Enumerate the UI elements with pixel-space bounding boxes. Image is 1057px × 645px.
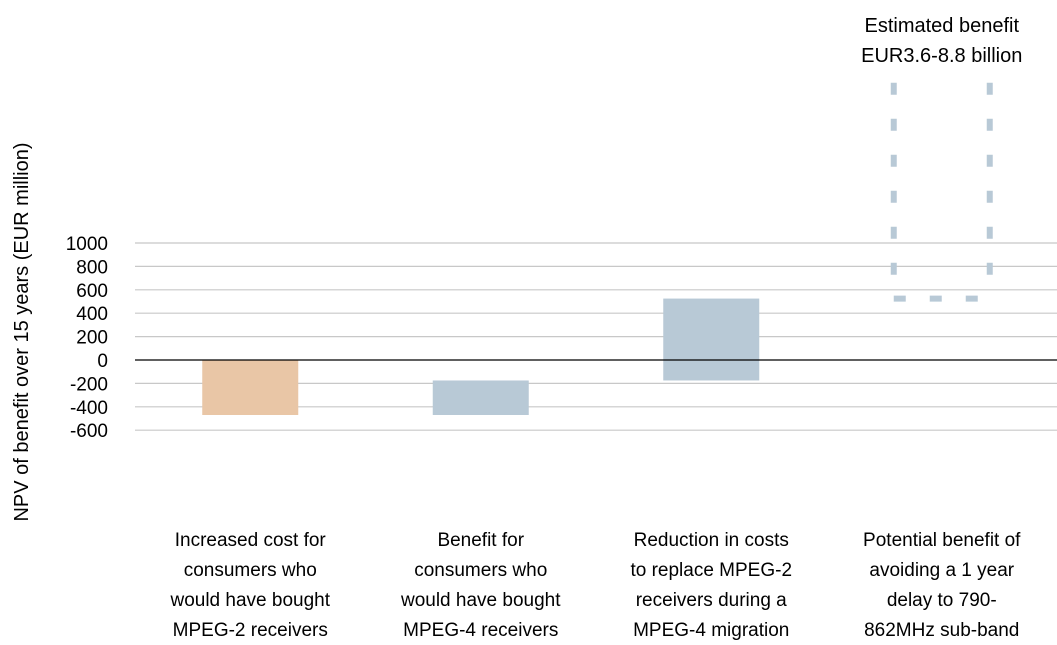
y-axis-label: NPV of benefit over 15 years (EUR millio… bbox=[11, 142, 33, 521]
category-label: Benefit for consumers who would have bough… bbox=[400, 530, 561, 641]
y-tick-label: 200 bbox=[76, 328, 108, 349]
y-tick-label: 600 bbox=[76, 281, 108, 302]
y-tick-label: 0 bbox=[97, 351, 108, 372]
bar-dashed bbox=[890, 80, 993, 302]
category-label: Reduction in costs to replace MPEG-2 recei… bbox=[630, 530, 792, 641]
bars bbox=[202, 80, 993, 415]
y-tick-label: 800 bbox=[76, 257, 108, 278]
y-tick-label: -200 bbox=[70, 374, 108, 395]
y-tick-label: -400 bbox=[70, 398, 108, 419]
y-tick-label: 1000 bbox=[66, 234, 108, 255]
y-tick-label: -600 bbox=[70, 421, 108, 442]
bar bbox=[432, 380, 529, 415]
bar bbox=[202, 360, 299, 415]
y-tick-label: 400 bbox=[76, 304, 108, 325]
category-label: Potential benefit of avoiding a 1 year del… bbox=[863, 530, 1021, 641]
benefit-annotation: Estimated benefit EUR3.6-8.8 billion bbox=[861, 15, 1022, 67]
bar bbox=[663, 298, 760, 381]
category-labels: Increased cost for consumers who would hav… bbox=[169, 530, 1021, 641]
category-label: Increased cost for consumers who would hav… bbox=[169, 530, 330, 641]
